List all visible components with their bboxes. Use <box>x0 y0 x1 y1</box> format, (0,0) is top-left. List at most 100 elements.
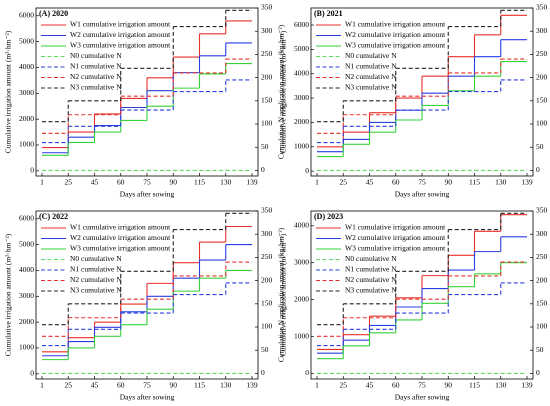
legend-label: W3 cumulative irrigation amount <box>70 244 171 253</box>
legend-label: W2 cumulative irrigation amount <box>345 233 446 242</box>
y2-tick-label: 150 <box>536 299 548 308</box>
legend-label: N3 cumulative N <box>70 286 122 295</box>
panel: 0 1000 2000 3000 4000 5000 6000 0 50 100 150 200 250… <box>4 3 286 199</box>
y-tick-label: 4000 <box>294 68 309 77</box>
legend-label: N1 cumulative N <box>345 62 397 71</box>
x-tick-label: 130 <box>495 178 507 187</box>
y-axis-title: Cumulative irrigation amount (m³·hm⁻²) <box>279 233 288 356</box>
y2-tick-label: 50 <box>261 345 269 354</box>
x-tick-label: 139 <box>521 381 533 390</box>
y2-tick-label: 200 <box>536 275 548 284</box>
panel-title: (B) 2021 <box>314 9 343 18</box>
y-tick-label: 3000 <box>19 88 34 97</box>
y2-tick-label: 0 <box>261 165 265 174</box>
x-tick-label: 45 <box>91 178 99 187</box>
legend-label: W3 cumulative irrigation amount <box>345 41 446 50</box>
y2-tick-label: 250 <box>536 252 548 261</box>
y-tick-label: 2000 <box>294 117 309 126</box>
legend-label: W3 cumulative irrigation amount <box>345 244 446 253</box>
y-tick-label: 2000 <box>294 294 309 303</box>
x-tick-label: 75 <box>418 381 426 390</box>
x-tick-label: 139 <box>246 178 258 187</box>
x-tick-label: 75 <box>418 178 426 187</box>
panel-title: (D) 2023 <box>314 212 343 221</box>
legend-label: N0 cumulative N <box>345 51 397 60</box>
y2-tick-label: 300 <box>261 229 273 238</box>
y2-tick-label: 350 <box>261 206 273 215</box>
x-tick-label: 60 <box>117 178 125 187</box>
legend-label: N2 cumulative N <box>345 72 397 81</box>
x-tick-label: 90 <box>445 381 453 390</box>
y2-tick-label: 100 <box>261 322 273 331</box>
y2-tick-label: 350 <box>261 3 273 12</box>
y-tick-label: 4000 <box>19 265 34 274</box>
legend-label: N3 cumulative N <box>345 286 397 295</box>
y-tick-label: 5000 <box>19 36 34 45</box>
panel-title: (C) 2022 <box>39 212 68 221</box>
panel-title: (A) 2020 <box>39 9 68 18</box>
y2-tick-label: 150 <box>536 96 548 105</box>
y2-tick-label: 50 <box>536 345 544 354</box>
legend-label: N1 cumulative N <box>70 265 122 274</box>
y2-axis-title: Cumulative N application amount (kg·hm⁻²… <box>277 227 286 362</box>
x-tick-label: 60 <box>392 178 400 187</box>
x-tick-label: 90 <box>445 178 453 187</box>
x-tick-label: 130 <box>495 381 507 390</box>
y2-tick-label: 200 <box>536 72 548 81</box>
y2-axis-title: Cumulative N application amount (kg·hm⁻²… <box>277 24 286 159</box>
legend-label: N1 cumulative N <box>345 265 397 274</box>
y-tick-label: 6000 <box>19 10 34 19</box>
x-tick-label: 139 <box>246 381 258 390</box>
panel: 0 1000 2000 3000 4000 0 50 100 150 200 250 300 350 1 2… <box>279 206 548 402</box>
legend-label: W1 cumulative irrigation amount <box>345 223 446 232</box>
legend-label: W3 cumulative irrigation amount <box>70 41 171 50</box>
y2-tick-label: 300 <box>536 26 548 35</box>
y-tick-label: 3000 <box>294 257 309 266</box>
legend-label: N3 cumulative N <box>345 83 397 92</box>
x-tick-label: 115 <box>194 178 205 187</box>
x-tick-label: 60 <box>117 381 125 390</box>
x-axis-title: Days after sowing <box>120 393 175 402</box>
x-axis-title: Days after sowing <box>395 393 450 402</box>
legend-label: W2 cumulative irrigation amount <box>345 30 446 39</box>
x-tick-label: 45 <box>91 381 99 390</box>
y-tick-label: 5000 <box>19 239 34 248</box>
y-axis-title: Cumulative irrigation amount (m³·hm⁻²) <box>279 30 288 153</box>
panel: 0 1000 2000 3000 4000 5000 6000 0 50 100 150 200 250… <box>279 3 548 199</box>
x-tick-label: 115 <box>469 178 480 187</box>
legend-label: W1 cumulative irrigation amount <box>70 20 171 29</box>
legend-label: N0 cumulative N <box>70 51 122 60</box>
x-tick-label: 45 <box>366 381 374 390</box>
y-axis-title: Cumulative irrigation amount (m³·hm⁻²) <box>4 30 13 153</box>
x-tick-label: 115 <box>194 381 205 390</box>
y-tick-label: 0 <box>305 368 309 377</box>
panel: 0 1000 2000 3000 4000 5000 6000 0 50 100 150 200 250… <box>4 206 286 402</box>
x-tick-label: 139 <box>521 178 533 187</box>
x-tick-label: 1 <box>315 178 319 187</box>
legend-label: N0 cumulative N <box>345 254 397 263</box>
x-tick-label: 130 <box>220 381 232 390</box>
legend-label: W1 cumulative irrigation amount <box>70 223 171 232</box>
y2-tick-label: 200 <box>261 72 273 81</box>
x-tick-label: 130 <box>220 178 232 187</box>
y-tick-label: 0 <box>30 166 34 175</box>
y2-tick-label: 0 <box>536 165 540 174</box>
x-tick-label: 90 <box>170 381 178 390</box>
x-tick-label: 60 <box>392 381 400 390</box>
legend-label: N2 cumulative N <box>70 72 122 81</box>
y2-tick-label: 50 <box>536 142 544 151</box>
y-tick-label: 1000 <box>19 140 34 149</box>
x-tick-label: 115 <box>469 381 480 390</box>
x-tick-label: 25 <box>340 381 348 390</box>
x-tick-label: 25 <box>65 178 73 187</box>
y-axis-title: Cumulative irrigation amount (m³·hm⁻²) <box>4 233 13 356</box>
y-tick-label: 2000 <box>19 317 34 326</box>
y-tick-label: 1000 <box>294 142 309 151</box>
y-tick-label: 3000 <box>19 291 34 300</box>
x-tick-label: 45 <box>366 178 374 187</box>
y-tick-label: 0 <box>305 166 309 175</box>
y2-tick-label: 250 <box>261 252 273 261</box>
x-tick-label: 1 <box>315 381 319 390</box>
y-tick-label: 5000 <box>294 44 309 53</box>
